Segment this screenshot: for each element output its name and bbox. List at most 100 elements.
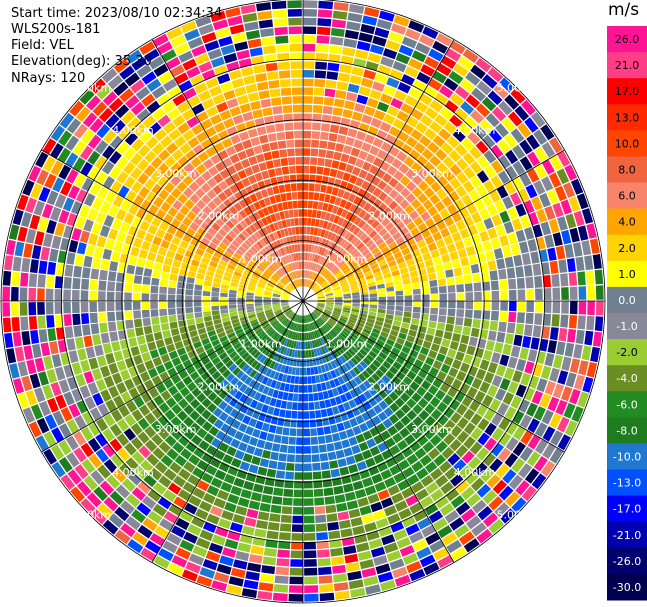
velocity-gate (303, 0, 318, 8)
velocity-gate (153, 196, 164, 208)
velocity-gate (491, 442, 504, 457)
velocity-gate (365, 153, 376, 164)
velocity-gate (118, 185, 130, 198)
velocity-gate (334, 396, 343, 405)
velocity-gate (483, 371, 495, 384)
velocity-gate (54, 276, 64, 289)
velocity-gate (214, 323, 223, 330)
velocity-gate (185, 149, 197, 161)
velocity-gate (445, 48, 461, 62)
velocity-gate (389, 365, 399, 375)
velocity-gate (330, 547, 344, 557)
velocity-gate (315, 339, 321, 347)
velocity-gate (494, 388, 507, 402)
velocity-gate (257, 219, 265, 228)
velocity-gate (157, 496, 172, 510)
velocity-gate (21, 331, 31, 346)
velocity-gate (343, 267, 351, 274)
velocity-gate (109, 261, 119, 272)
velocity-gate (293, 341, 297, 349)
velocity-gate (245, 30, 261, 40)
velocity-gate (271, 496, 283, 505)
velocity-gate (404, 289, 412, 296)
velocity-gate (120, 369, 131, 381)
velocity-gate (498, 417, 511, 431)
velocity-gate (488, 496, 504, 511)
velocity-gate (314, 70, 327, 79)
velocity-gate (106, 474, 121, 489)
velocity-gate (422, 26, 439, 40)
velocity-gate (285, 471, 294, 480)
azimuth-spoke (151, 300, 304, 563)
velocity-gate (185, 441, 198, 453)
velocity-gate (102, 145, 115, 160)
velocity-gate (265, 234, 273, 243)
velocity-gate (142, 517, 158, 532)
velocity-gate (455, 351, 465, 362)
velocity-gate (183, 87, 197, 100)
velocity-gate (320, 409, 328, 418)
velocity-gate (245, 571, 260, 581)
velocity-gate (433, 517, 448, 531)
colorbar-tick: -10.0 (613, 451, 641, 464)
velocity-gate (479, 119, 494, 134)
velocity-gate (285, 286, 292, 292)
velocity-gate (191, 335, 200, 344)
velocity-gate (348, 579, 364, 590)
velocity-gate (238, 245, 247, 254)
velocity-gate (340, 281, 348, 287)
velocity-gate (138, 186, 150, 199)
velocity-gate (214, 526, 229, 538)
velocity-gate (258, 332, 267, 340)
velocity-gate (281, 278, 288, 285)
velocity-gate (415, 488, 429, 501)
velocity-gate (416, 261, 426, 270)
colorbar-tick: 6.0 (618, 190, 636, 203)
velocity-gate (457, 417, 469, 430)
velocity-gate (527, 151, 541, 167)
velocity-gate (497, 447, 512, 462)
velocity-gate (47, 397, 59, 413)
velocity-gate (211, 356, 221, 366)
azimuth-spoke (302, 39, 455, 302)
velocity-gate (211, 370, 221, 380)
velocity-gate (285, 219, 291, 227)
velocity-gate (87, 134, 102, 150)
velocity-gate (316, 293, 324, 297)
velocity-gate (328, 263, 336, 271)
velocity-gate (436, 370, 447, 382)
velocity-gate (72, 301, 80, 314)
velocity-gate (286, 320, 292, 328)
velocity-gate (6, 348, 17, 364)
velocity-gate (499, 378, 511, 391)
velocity-gate (243, 480, 255, 491)
velocity-gate (470, 109, 485, 124)
velocity-gate (376, 339, 385, 347)
velocity-gate (39, 400, 51, 417)
velocity-gate (411, 50, 427, 63)
velocity-gate (155, 209, 167, 220)
velocity-gate (526, 168, 540, 183)
velocity-gate (144, 359, 155, 371)
velocity-gate (404, 434, 416, 446)
velocity-gate (469, 175, 482, 188)
velocity-gate (222, 356, 231, 365)
velocity-gate (354, 271, 363, 278)
velocity-gate (109, 438, 123, 452)
velocity-gate (345, 455, 356, 466)
velocity-gate (483, 150, 497, 164)
velocity-gate (313, 273, 319, 281)
velocity-gate (167, 107, 181, 121)
velocity-gate (102, 176, 115, 190)
velocity-gate (240, 404, 249, 414)
velocity-gate (361, 142, 372, 153)
velocity-gate (281, 317, 288, 324)
velocity-gate (126, 264, 136, 275)
velocity-gate (248, 418, 258, 428)
velocity-gate (144, 150, 157, 163)
velocity-gate (489, 270, 499, 281)
velocity-gate (170, 64, 185, 78)
velocity-gate (248, 500, 261, 510)
velocity-gate (346, 409, 355, 419)
velocity-gate (282, 427, 290, 436)
